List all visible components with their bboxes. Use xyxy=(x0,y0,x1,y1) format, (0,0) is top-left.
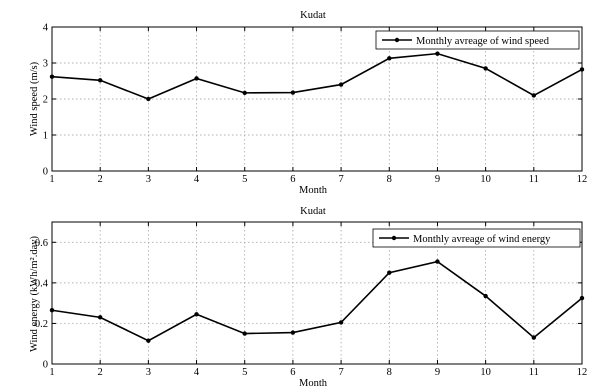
data-point xyxy=(435,259,440,264)
legend-box xyxy=(372,228,581,248)
x-tick-label: 12 xyxy=(577,174,588,185)
data-point xyxy=(290,330,296,335)
legend-label: Monthly avreage of wind energy xyxy=(413,234,551,245)
x-tick-label: 2 xyxy=(98,174,103,185)
x-tick-label: 5 xyxy=(242,174,247,185)
data-point xyxy=(242,90,247,96)
x-axis-label: Month xyxy=(299,185,328,196)
data-point xyxy=(387,56,392,61)
y-axis-label: Wind energy (kWh/m².day) xyxy=(29,236,40,352)
data-point xyxy=(97,315,103,320)
x-tick-label: 11 xyxy=(529,367,539,378)
data-point xyxy=(146,338,151,343)
data-point xyxy=(146,96,151,102)
x-tick-label: 6 xyxy=(290,174,295,185)
y-tick-label: 2 xyxy=(43,95,48,106)
data-point xyxy=(579,295,585,301)
data-point xyxy=(483,293,488,299)
legend-marker xyxy=(391,235,397,241)
x-tick-label: 7 xyxy=(338,367,343,378)
x-tick-label: 5 xyxy=(242,367,247,378)
series-line xyxy=(51,260,583,342)
y-tick-label: 3 xyxy=(43,59,48,70)
x-axis-label: Month xyxy=(299,378,328,389)
data-point xyxy=(194,312,199,317)
plot-frame xyxy=(51,221,583,365)
data-point xyxy=(242,331,247,336)
x-tick-label: 4 xyxy=(194,367,200,378)
data-point xyxy=(531,93,537,98)
data-point xyxy=(338,320,344,325)
chart-title: Kudat xyxy=(300,206,326,217)
legend-marker xyxy=(394,37,400,43)
data-point xyxy=(338,82,344,87)
data-point xyxy=(435,51,440,56)
data-point xyxy=(531,335,537,340)
data-point xyxy=(194,76,199,81)
x-tick-label: 3 xyxy=(146,174,151,185)
y-tick-label: 1 xyxy=(43,131,48,142)
data-point xyxy=(290,90,296,95)
x-tick-label: 9 xyxy=(435,174,440,185)
x-tick-label: 7 xyxy=(338,174,343,185)
y-tick-label: 0.2 xyxy=(35,319,48,330)
data-point xyxy=(49,74,55,79)
series-wind-speed xyxy=(49,51,585,102)
x-tick-label: 10 xyxy=(480,174,491,185)
x-tick-label: 9 xyxy=(435,367,440,378)
data-point xyxy=(97,78,103,83)
y-tick-label: 4 xyxy=(43,23,49,34)
series-line xyxy=(51,52,583,100)
legend: Monthly avreage of wind speed xyxy=(375,30,580,50)
data-point xyxy=(483,66,488,71)
y-tick-label: 0 xyxy=(43,167,48,178)
x-tick-label: 1 xyxy=(49,367,54,378)
y-tick-label: 0.6 xyxy=(35,238,48,249)
legend-box xyxy=(375,30,580,50)
x-tick-label: 1 xyxy=(49,174,54,185)
data-point xyxy=(579,67,585,72)
chart-title: Kudat xyxy=(300,10,326,21)
x-tick-label: 11 xyxy=(529,174,539,185)
x-tick-label: 2 xyxy=(98,367,103,378)
legend: Monthly avreage of wind energy xyxy=(372,228,581,248)
x-tick-label: 3 xyxy=(146,367,151,378)
x-tick-label: 10 xyxy=(480,367,491,378)
data-point xyxy=(387,270,392,275)
legend-label: Monthly avreage of wind speed xyxy=(416,36,550,47)
x-tick-label: 12 xyxy=(577,367,588,378)
y-axis-label: Wind speed (m/s) xyxy=(29,61,40,136)
x-tick-label: 8 xyxy=(387,174,392,185)
x-tick-label: 6 xyxy=(290,367,295,378)
y-tick-label: 0.4 xyxy=(35,278,49,289)
series-wind-energy xyxy=(49,259,585,343)
y-tick-label: 0 xyxy=(43,360,48,371)
data-point xyxy=(49,308,55,313)
x-tick-label: 4 xyxy=(194,174,200,185)
x-tick-label: 8 xyxy=(387,367,392,378)
